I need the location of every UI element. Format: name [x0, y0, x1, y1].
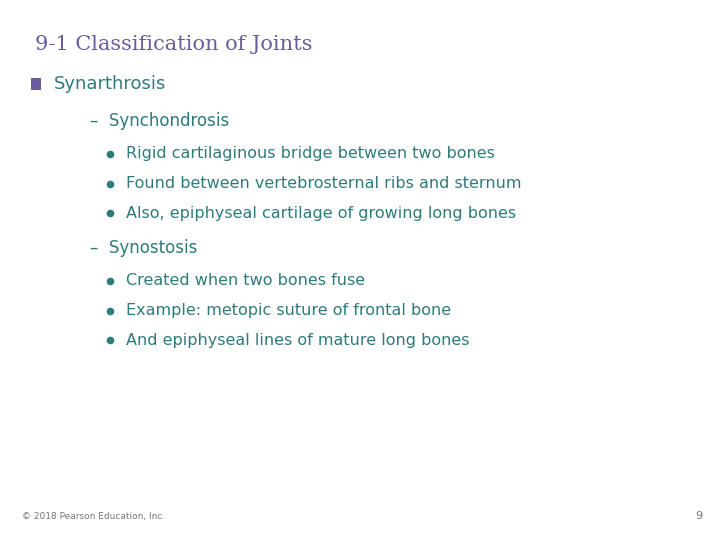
Text: © 2018 Pearson Education, Inc.: © 2018 Pearson Education, Inc. [22, 512, 165, 521]
FancyBboxPatch shape [31, 78, 41, 90]
Text: Also, epiphyseal cartilage of growing long bones: Also, epiphyseal cartilage of growing lo… [126, 206, 516, 221]
Text: 9-1 Classification of Joints: 9-1 Classification of Joints [35, 35, 312, 54]
Text: Example: metopic suture of frontal bone: Example: metopic suture of frontal bone [126, 303, 451, 318]
Text: And epiphyseal lines of mature long bones: And epiphyseal lines of mature long bone… [126, 333, 469, 348]
Text: Rigid cartilaginous bridge between two bones: Rigid cartilaginous bridge between two b… [126, 146, 495, 161]
Text: Created when two bones fuse: Created when two bones fuse [126, 273, 365, 288]
Text: Found between vertebrosternal ribs and sternum: Found between vertebrosternal ribs and s… [126, 176, 521, 191]
Text: 9: 9 [695, 511, 702, 521]
Text: –  Synchondrosis: – Synchondrosis [90, 112, 229, 131]
Text: –  Synostosis: – Synostosis [90, 239, 197, 258]
Text: Synarthrosis: Synarthrosis [54, 75, 166, 93]
